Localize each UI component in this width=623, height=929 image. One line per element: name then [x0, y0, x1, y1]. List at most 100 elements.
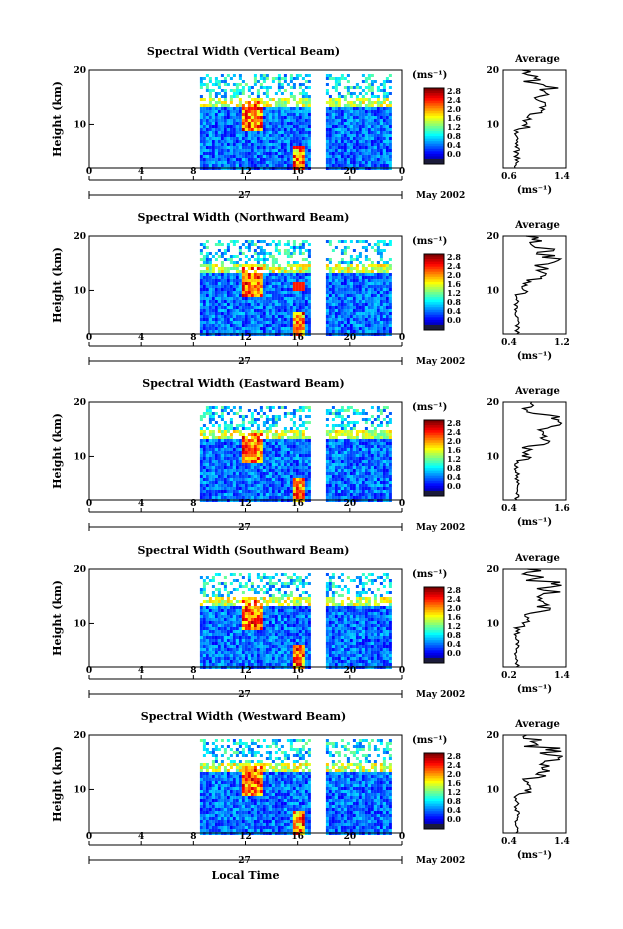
- heatmap-cell: [277, 294, 281, 297]
- heatmap-cell: [295, 478, 299, 481]
- heatmap-cell: [217, 460, 221, 463]
- heatmap-cell: [292, 324, 296, 327]
- heatmap-cell: [220, 140, 224, 143]
- heatmap-cell: [304, 282, 308, 285]
- heatmap-cell: [358, 288, 362, 291]
- heatmap-cell: [250, 291, 254, 294]
- heatmap-cell: [253, 276, 257, 279]
- heatmap-cell: [373, 436, 377, 439]
- heatmap-cell: [247, 460, 251, 463]
- heatmap-cell: [343, 77, 347, 80]
- heatmap-cell: [268, 125, 272, 128]
- colorbar-segment: [424, 440, 444, 444]
- heatmap-cell: [301, 158, 305, 161]
- heatmap-cell: [367, 496, 371, 499]
- heatmap-cell: [352, 276, 356, 279]
- heatmap-cell: [232, 282, 236, 285]
- heatmap-cell: [217, 276, 221, 279]
- heatmap-cell: [232, 125, 236, 128]
- heatmap-cell: [289, 412, 293, 415]
- heatmap-cell: [199, 445, 203, 448]
- colorbar-segment: [424, 274, 444, 278]
- heatmap-cell: [280, 481, 284, 484]
- heatmap-cell: [274, 460, 278, 463]
- heatmap-cell: [211, 406, 215, 409]
- heatmap-cell: [358, 119, 362, 122]
- heatmap-cell: [325, 327, 329, 330]
- heatmap-cell: [235, 430, 239, 433]
- heatmap-cell: [253, 258, 257, 261]
- heatmap-cell: [217, 110, 221, 113]
- heatmap-cell: [259, 469, 263, 472]
- heatmap-cell: [208, 406, 212, 409]
- heatmap-cell: [235, 327, 239, 330]
- heatmap-cell: [343, 119, 347, 122]
- heatmap-cell: [256, 101, 260, 104]
- heatmap-cell: [334, 478, 338, 481]
- heatmap-cell: [202, 457, 206, 460]
- heatmap-cell: [343, 430, 347, 433]
- heatmap-cell: [214, 466, 218, 469]
- heatmap-cell: [256, 285, 260, 288]
- heatmap-cell: [271, 258, 275, 261]
- heatmap-cell: [289, 107, 293, 110]
- heatmap-cell: [205, 161, 209, 164]
- heatmap-cell: [340, 487, 344, 490]
- heatmap-cell: [226, 430, 230, 433]
- heatmap-cell: [268, 330, 272, 333]
- heatmap-cell: [328, 291, 332, 294]
- heatmap-cell: [286, 101, 290, 104]
- heatmap-cell: [205, 131, 209, 134]
- heatmap-cell: [220, 433, 224, 436]
- heatmap-cell: [277, 484, 281, 487]
- heatmap-cell: [277, 487, 281, 490]
- heatmap-cell: [280, 448, 284, 451]
- heatmap-cell: [253, 152, 257, 155]
- heatmap-cell: [262, 445, 266, 448]
- heatmap-cell: [238, 306, 242, 309]
- heatmap-cell: [259, 149, 263, 152]
- heatmap-cell: [244, 481, 248, 484]
- heatmap-cell: [307, 279, 311, 282]
- heatmap-cell: [388, 267, 392, 270]
- heatmap-cell: [253, 330, 257, 333]
- heatmap-cell: [262, 264, 266, 267]
- heatmap-cell: [205, 321, 209, 324]
- heatmap-cell: [307, 158, 311, 161]
- heatmap-cell: [340, 315, 344, 318]
- heatmap-cell: [241, 306, 245, 309]
- heatmap-cell: [277, 282, 281, 285]
- heatmap-cell: [382, 240, 386, 243]
- heatmap-cell: [223, 113, 227, 116]
- heatmap-cell: [298, 291, 302, 294]
- heatmap-cell: [301, 312, 305, 315]
- heatmap-cell: [298, 451, 302, 454]
- heatmap-cell: [343, 469, 347, 472]
- heatmap-cell: [208, 110, 212, 113]
- heatmap-cell: [379, 424, 383, 427]
- x-tick-label: 20: [344, 499, 357, 509]
- heatmap-cell: [334, 77, 338, 80]
- heatmap-cell: [232, 312, 236, 315]
- heatmap-cell: [385, 131, 389, 134]
- heatmap-cell: [271, 77, 275, 80]
- colorbar-segment: [424, 445, 444, 449]
- heatmap-cell: [373, 291, 377, 294]
- heatmap-cell: [283, 321, 287, 324]
- heatmap-cell: [283, 466, 287, 469]
- heatmap-cell: [283, 291, 287, 294]
- heatmap-cell: [292, 164, 296, 167]
- heatmap-cell: [253, 418, 257, 421]
- heatmap-cell: [340, 149, 344, 152]
- heatmap-cell: [295, 448, 299, 451]
- heatmap-cell: [238, 321, 242, 324]
- heatmap-cell: [298, 285, 302, 288]
- heatmap-cell: [331, 291, 335, 294]
- heatmap-cell: [286, 478, 290, 481]
- heatmap-cell: [301, 490, 305, 493]
- heatmap-cell: [343, 433, 347, 436]
- heatmap-cell: [208, 460, 212, 463]
- heatmap-cell: [274, 318, 278, 321]
- heatmap-cell: [238, 140, 242, 143]
- heatmap-cell: [205, 143, 209, 146]
